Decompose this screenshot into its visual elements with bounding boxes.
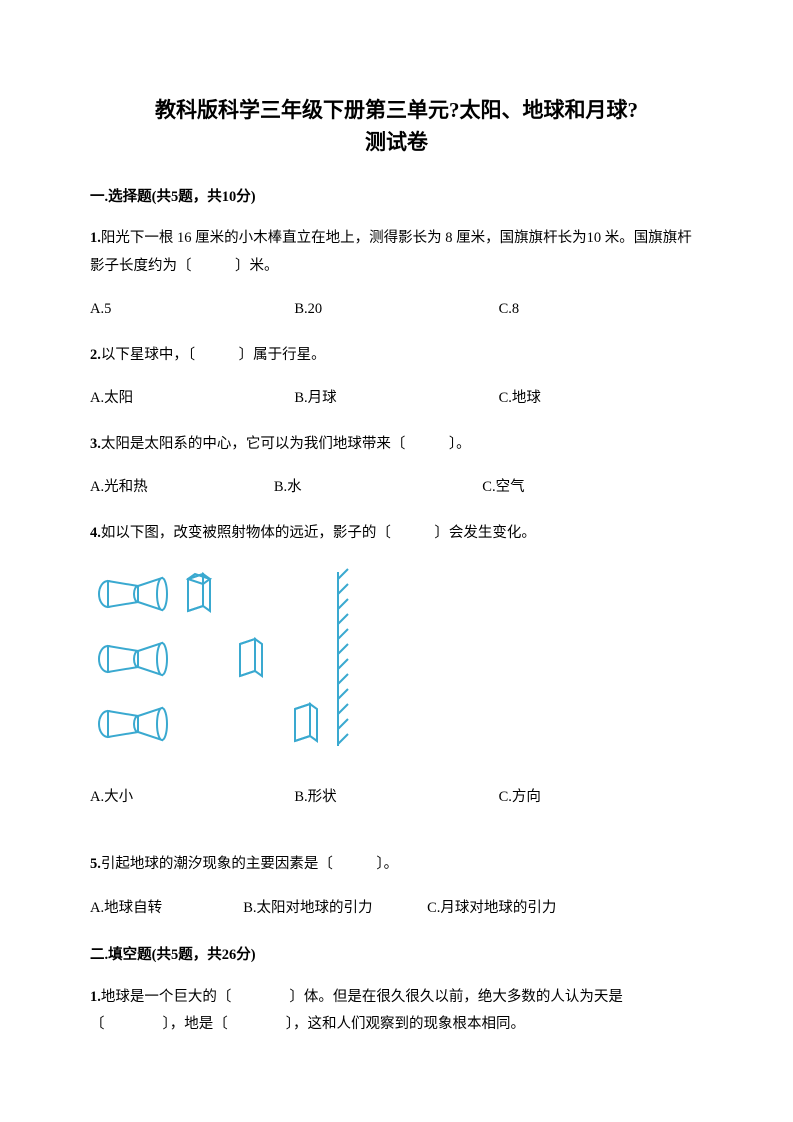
q1-option-a: A.5 <box>90 296 294 324</box>
q3-options: A.光和热 B.水 C.空气 <box>90 474 703 502</box>
q3-option-b: B.水 <box>274 474 482 502</box>
q2-number: 2. <box>90 347 101 363</box>
q3-text: 太阳是太阳系的中心，它可以为我们地球带来〔 〕。 <box>101 436 471 452</box>
q4-option-c: C.方向 <box>499 784 703 812</box>
question-2: 2.以下星球中，〔 〕属于行星。 <box>90 342 703 370</box>
fq1-number: 1. <box>90 989 101 1005</box>
flashlight-diagram <box>90 564 703 762</box>
q4-number: 4. <box>90 525 101 541</box>
q1-options: A.5 B.20 C.8 <box>90 296 703 324</box>
q4-text: 如以下图，改变被照射物体的远近，影子的〔 〕会发生变化。 <box>101 525 536 541</box>
section-1-header: 一.选择题(共5题，共10分) <box>90 186 703 209</box>
q3-option-a: A.光和热 <box>90 474 274 502</box>
q2-option-c: C.地球 <box>499 385 703 413</box>
q2-option-b: B.月球 <box>294 385 498 413</box>
q4-options: A.大小 B.形状 C.方向 <box>90 784 703 812</box>
title-line2: 测试卷 <box>90 127 703 159</box>
q5-options: A.地球自转 B.太阳对地球的引力 C.月球对地球的引力 <box>90 895 703 923</box>
q5-text: 引起地球的潮汐现象的主要因素是〔 〕。 <box>101 856 398 872</box>
q5-number: 5. <box>90 856 101 872</box>
q3-number: 3. <box>90 436 101 452</box>
q5-option-c: C.月球对地球的引力 <box>427 895 703 923</box>
question-1: 1.阳光下一根 16 厘米的小木棒直立在地上，测得影长为 8 厘米，国旗旗杆长为… <box>90 225 703 280</box>
q1-option-b: B.20 <box>294 296 498 324</box>
q2-option-a: A.太阳 <box>90 385 294 413</box>
q4-option-b: B.形状 <box>294 784 498 812</box>
title-line1: 教科版科学三年级下册第三单元?太阳、地球和月球? <box>90 95 703 127</box>
section-2-header: 二.填空题(共5题，共26分) <box>90 944 703 967</box>
question-3: 3.太阳是太阳系的中心，它可以为我们地球带来〔 〕。 <box>90 431 703 459</box>
q3-option-c: C.空气 <box>482 474 703 502</box>
fill-question-1: 1.地球是一个巨大的〔 〕体。但是在很久很久以前，绝大多数的人认为天是〔 〕，地… <box>90 984 703 1039</box>
q5-option-a: A.地球自转 <box>90 895 243 923</box>
q1-text: 阳光下一根 16 厘米的小木棒直立在地上，测得影长为 8 厘米，国旗旗杆长为10… <box>90 230 692 274</box>
fq1-text: 地球是一个巨大的〔 〕体。但是在很久很久以前，绝大多数的人认为天是〔 〕，地是〔… <box>90 989 623 1033</box>
q2-options: A.太阳 B.月球 C.地球 <box>90 385 703 413</box>
question-5: 5.引起地球的潮汐现象的主要因素是〔 〕。 <box>90 851 703 879</box>
question-4: 4.如以下图，改变被照射物体的远近，影子的〔 〕会发生变化。 <box>90 520 703 548</box>
q1-number: 1. <box>90 230 101 246</box>
q4-option-a: A.大小 <box>90 784 294 812</box>
q5-option-b: B.太阳对地球的引力 <box>243 895 427 923</box>
q2-text: 以下星球中，〔 〕属于行星。 <box>101 347 326 363</box>
document-title: 教科版科学三年级下册第三单元?太阳、地球和月球? 测试卷 <box>90 95 703 158</box>
q1-option-c: C.8 <box>499 296 703 324</box>
